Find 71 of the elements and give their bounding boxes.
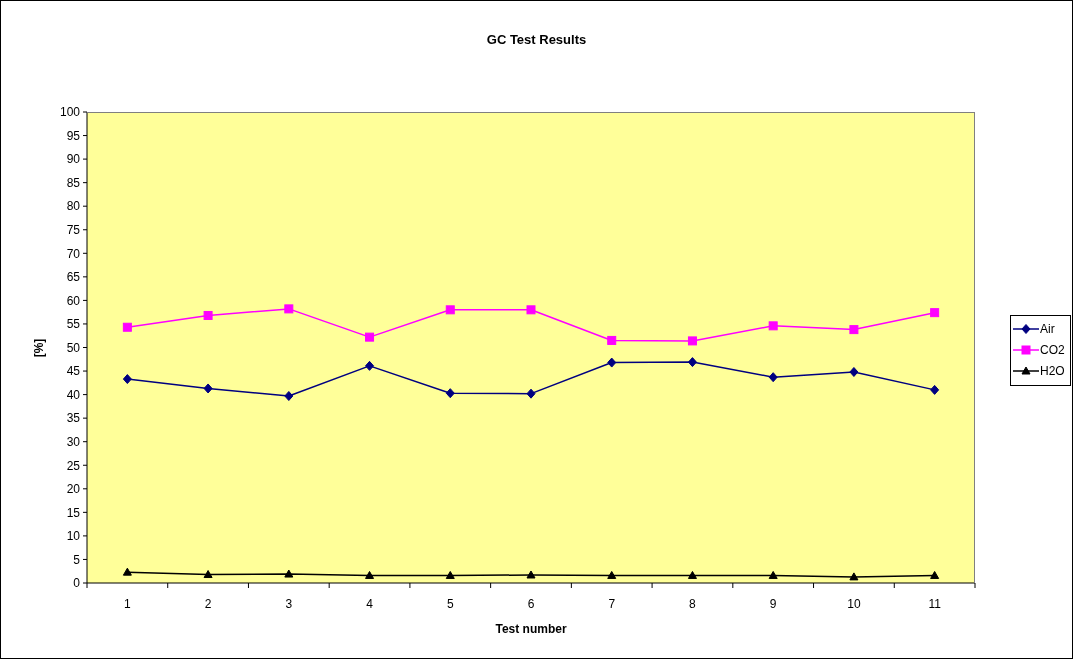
point xyxy=(930,308,940,318)
x-tick-label: 4 xyxy=(366,597,374,611)
x-tick-label: 10 xyxy=(847,597,861,611)
point xyxy=(203,570,213,579)
legend-label: H2O xyxy=(1040,364,1065,378)
y-tick-label: 55 xyxy=(66,317,81,332)
y-tick-label: 80 xyxy=(66,199,81,214)
point xyxy=(526,305,536,315)
x-tick-label: 8 xyxy=(689,597,697,611)
point xyxy=(122,322,132,332)
x-tick-label: 2 xyxy=(204,597,212,611)
point xyxy=(203,383,213,394)
x-tick-label: 3 xyxy=(285,597,293,611)
x-tick-label: 1 xyxy=(124,597,132,611)
point xyxy=(687,357,697,368)
chart-title: GC Test Results xyxy=(485,32,588,47)
y-tick-label: 35 xyxy=(66,411,81,426)
y-axis-title: [%] xyxy=(32,338,46,357)
y-tick-label: 70 xyxy=(66,246,81,261)
point xyxy=(445,570,455,579)
y-tick-label: 0 xyxy=(73,576,81,591)
legend-label: Air xyxy=(1040,322,1055,336)
y-tick-label: 5 xyxy=(73,552,81,567)
x-tick-label: 9 xyxy=(769,597,777,611)
point xyxy=(607,570,617,579)
y-tick-label: 85 xyxy=(66,175,81,190)
y-tick-label: 15 xyxy=(66,505,81,520)
x-axis-title: Test number xyxy=(495,622,567,636)
point xyxy=(445,388,455,399)
point xyxy=(122,374,132,385)
point xyxy=(849,325,859,335)
legend-label: CO2 xyxy=(1040,343,1065,357)
point xyxy=(930,570,940,579)
y-tick-label: 65 xyxy=(66,270,81,285)
point xyxy=(284,569,294,578)
y-tick-label: 50 xyxy=(66,340,81,355)
point xyxy=(365,332,375,342)
y-tick-label: 45 xyxy=(66,364,81,379)
point xyxy=(768,321,778,331)
point xyxy=(365,570,375,579)
point xyxy=(365,360,375,371)
point xyxy=(284,391,294,402)
point xyxy=(607,357,617,368)
y-tick-label: 95 xyxy=(66,128,81,143)
point xyxy=(203,310,213,320)
point xyxy=(284,304,294,314)
point xyxy=(768,570,778,579)
y-tick-label: 100 xyxy=(59,105,81,120)
point xyxy=(607,335,617,345)
point xyxy=(849,572,859,581)
x-tick-label: 7 xyxy=(608,597,616,611)
point xyxy=(849,366,859,377)
y-tick-label: 25 xyxy=(66,458,81,473)
x-tick-label: 11 xyxy=(928,597,942,611)
point xyxy=(445,305,455,315)
point xyxy=(930,384,940,395)
y-tick-label: 30 xyxy=(66,434,81,449)
y-tick-label: 90 xyxy=(66,152,81,167)
point xyxy=(687,336,697,346)
y-tick-label: 60 xyxy=(66,293,81,308)
point xyxy=(526,570,536,579)
point xyxy=(768,372,778,383)
y-tick-label: 20 xyxy=(66,482,81,497)
point xyxy=(687,570,697,579)
y-tick-label: 75 xyxy=(66,223,81,238)
point xyxy=(122,567,132,576)
point xyxy=(526,388,536,399)
x-tick-label: 5 xyxy=(446,597,454,611)
x-tick-label: 6 xyxy=(527,597,535,611)
y-tick-label: 10 xyxy=(66,529,81,544)
y-tick-label: 40 xyxy=(66,387,81,402)
